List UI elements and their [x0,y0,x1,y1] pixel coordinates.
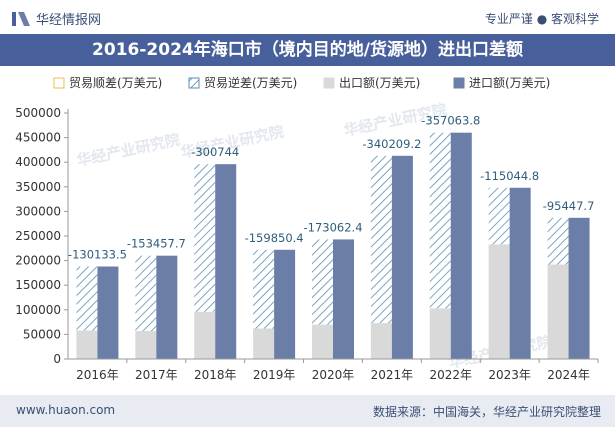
legend-surplus-label: 贸易顺差(万美元) [69,76,162,90]
y-axis: 0 50000 100000 150000 200000 250000 300000 3500… [15,106,69,366]
import-bar [156,255,178,359]
legend-export-swatch [323,77,335,89]
x-tick-label: 2021年 [371,368,414,382]
y-tick-label: 150000 [15,278,61,292]
export-bar [370,323,392,359]
chart-title: 2016-2024年海口市（境内目的地/货源地）进出口差额 [0,34,615,66]
legend-deficit-swatch [188,77,200,89]
data-label: -115044.8 [480,169,539,183]
y-tick-label: 100000 [15,303,61,317]
y-tick-label: 350000 [15,180,61,194]
data-label: -340209.2 [362,137,421,151]
brand-logo-icon [12,11,30,26]
y-tick-label: 50000 [23,327,61,341]
x-tick-label: 2024年 [547,368,590,382]
deficit-bar [370,155,392,324]
x-axis: 2016年 2017年 2018年 2019年 2020年 2021年 2022年 2023年… [68,358,599,382]
legend-import-swatch [453,77,465,89]
data-label: -153457.7 [127,237,186,251]
data-label: -357063.8 [421,114,480,128]
export-bar [135,330,157,359]
export-bar [429,308,451,359]
export-bar [488,244,510,359]
data-label: -300744 [191,145,239,159]
import-bar [215,164,237,359]
import-bar [568,217,590,359]
legend: 贸易顺差(万美元) 贸易逆差(万美元) 出口额(万美元) 进口额(万美元) [53,75,550,90]
x-tick-label: 2023年 [488,368,531,382]
data-label: -159850.4 [245,231,304,245]
brand[interactable]: 华经情报网 [12,9,101,28]
y-tick-label: 400000 [15,155,61,169]
export-bar [547,264,569,359]
data-label: -130133.5 [68,248,127,262]
deficit-bar [547,217,569,265]
import-bar [333,239,354,359]
import-bar [97,266,119,359]
deficit-bar [135,255,157,331]
deficit-bar [488,187,510,245]
x-tick-label: 2017年 [135,368,178,382]
brand-name: 华经情报网 [36,13,102,28]
export-bar [194,311,216,359]
export-bar [253,328,275,359]
footer-source: 数据来源：中国海关，华经产业研究院整理 [372,405,601,419]
deficit-bar [76,266,98,331]
watermark-text: 华经产业研究院 [75,130,181,169]
deficit-bar [253,249,275,329]
deficit-bar [194,164,216,312]
y-tick-label: 0 [53,352,61,366]
footer-url[interactable]: www.huaon.com [16,403,116,417]
import-bar [509,187,531,359]
deficit-bar [312,239,333,325]
footer: www.huaon.com 数据来源：中国海关，华经产业研究院整理 [0,395,615,427]
chart: 贸易顺差(万美元) 贸易逆差(万美元) 出口额(万美元) 进口额(万美元) 华经产业研… [15,75,599,382]
data-label: -95447.7 [543,199,595,213]
export-bar [76,330,98,359]
legend-deficit-label: 贸易逆差(万美元) [204,75,297,90]
import-bar [391,155,413,359]
export-bar [312,324,333,359]
deficit-bar [429,132,451,309]
y-tick-label: 500000 [15,106,61,120]
y-tick-label: 250000 [15,229,61,243]
import-bar [450,132,472,359]
x-tick-label: 2016年 [76,368,119,382]
legend-export-label: 出口额(万美元) [339,76,420,90]
x-tick-label: 2022年 [430,368,473,382]
y-tick-label: 300000 [15,204,61,218]
header: 华经情报网 专业严谨 ● 客观科学 [0,0,615,34]
data-labels: -130133.5-153457.7 -300744 -159850.4-17306… [68,114,594,262]
legend-surplus-swatch [53,77,65,89]
x-tick-label: 2019年 [253,368,296,382]
y-tick-label: 450000 [15,131,61,145]
x-tick-label: 2018年 [194,368,237,382]
bars [76,132,590,359]
legend-import-label: 进口额(万美元) [469,76,550,90]
data-label: -173062.4 [303,220,362,234]
x-tick-label: 2020年 [312,368,355,382]
import-bar [274,249,296,359]
y-tick-label: 200000 [15,254,61,268]
tagline: 专业严谨 ● 客观科学 [484,12,599,26]
